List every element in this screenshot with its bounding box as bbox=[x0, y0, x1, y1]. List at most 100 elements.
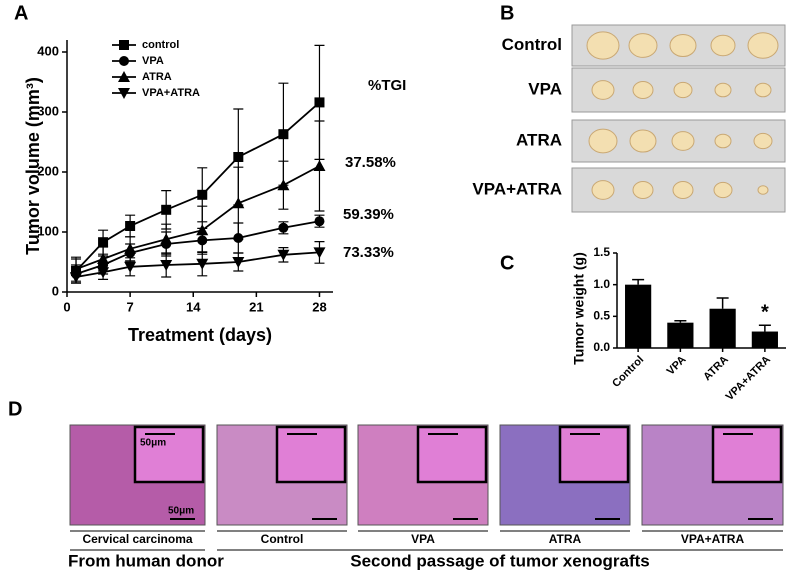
panel-label: A bbox=[14, 2, 28, 24]
y-tick-label: 0.5 bbox=[593, 309, 610, 323]
significance-mark: * bbox=[761, 301, 769, 323]
error-bar bbox=[716, 297, 729, 309]
x-tick-label: Control bbox=[610, 354, 646, 390]
marker bbox=[119, 56, 129, 66]
x-tick-label: 28 bbox=[312, 299, 326, 314]
marker bbox=[232, 197, 245, 209]
panel-caption: VPA bbox=[411, 532, 435, 546]
inset bbox=[275, 425, 347, 484]
row-label: Control bbox=[502, 35, 562, 54]
marker bbox=[233, 152, 244, 162]
y-tick-label: 400 bbox=[37, 43, 59, 58]
panel-caption: Control bbox=[261, 532, 304, 546]
bar bbox=[667, 322, 694, 348]
panel-caption: VPA+ATRA bbox=[681, 532, 745, 546]
tumor bbox=[586, 31, 620, 60]
x-tick-label: 0 bbox=[63, 299, 70, 314]
tumor bbox=[753, 132, 773, 150]
legend-label: VPA bbox=[142, 55, 164, 67]
marker bbox=[124, 242, 137, 254]
tumor bbox=[673, 81, 693, 99]
y-axis-label: Tumor weight (g) bbox=[571, 252, 587, 365]
row-label: VPA bbox=[528, 79, 562, 98]
tumor bbox=[672, 181, 694, 199]
annotation: %TGI bbox=[368, 77, 406, 94]
bar bbox=[751, 331, 778, 348]
marker bbox=[160, 260, 173, 271]
y-tick-label: 0 bbox=[52, 283, 59, 298]
bar bbox=[625, 284, 652, 348]
marker bbox=[197, 189, 208, 200]
tumor bbox=[591, 180, 615, 200]
x-tick-label: 21 bbox=[249, 299, 263, 314]
annotation: 73.33% bbox=[343, 244, 394, 261]
inset bbox=[558, 425, 630, 484]
marker bbox=[97, 253, 110, 264]
group-label: From human donor bbox=[68, 551, 224, 570]
y-tick-label: 1.0 bbox=[593, 277, 610, 291]
scale-label: 50μm bbox=[140, 438, 166, 449]
x-tick-label: VPA bbox=[665, 354, 689, 378]
marker bbox=[161, 204, 172, 215]
tumor bbox=[671, 131, 695, 151]
annotation: 59.39% bbox=[343, 206, 394, 223]
y-tick-label: 300 bbox=[37, 103, 59, 118]
tumor bbox=[628, 33, 658, 58]
tumor bbox=[710, 34, 736, 57]
y-tick-label: 200 bbox=[37, 163, 59, 178]
panel-caption: Cervical carcinoma bbox=[82, 532, 192, 546]
marker bbox=[277, 249, 290, 261]
tumor bbox=[714, 82, 732, 98]
marker bbox=[314, 97, 325, 108]
series-line bbox=[75, 251, 320, 278]
marker bbox=[118, 71, 130, 82]
tumor bbox=[754, 82, 772, 98]
marker bbox=[232, 257, 245, 268]
y-axis-label: Tumor volume (mm³) bbox=[23, 77, 43, 255]
marker bbox=[97, 267, 110, 279]
marker bbox=[196, 224, 209, 236]
y-tick-label: 1.5 bbox=[593, 245, 610, 259]
error-bar bbox=[758, 324, 771, 332]
marker bbox=[278, 222, 289, 233]
row-label: ATRA bbox=[516, 130, 562, 149]
annotation: 37.58% bbox=[345, 154, 396, 171]
y-tick-label: 0.0 bbox=[593, 340, 610, 354]
marker bbox=[314, 216, 325, 227]
tumor bbox=[747, 32, 779, 59]
legend-label: control bbox=[142, 39, 179, 51]
tumor bbox=[632, 181, 654, 199]
row-label: VPA+ATRA bbox=[472, 179, 562, 198]
panel-label: B bbox=[500, 2, 514, 24]
x-tick-label: 14 bbox=[186, 299, 201, 314]
tumor bbox=[757, 185, 769, 195]
panel-label: D bbox=[8, 398, 22, 420]
tumor bbox=[713, 181, 733, 199]
inset bbox=[133, 425, 205, 484]
marker bbox=[160, 233, 173, 245]
tumor bbox=[714, 133, 732, 149]
marker bbox=[313, 247, 326, 259]
panel-caption: ATRA bbox=[549, 532, 582, 546]
x-axis-label: Treatment (days) bbox=[128, 325, 272, 345]
marker bbox=[70, 272, 83, 283]
marker bbox=[124, 261, 137, 273]
marker bbox=[313, 160, 326, 171]
error-bar bbox=[632, 278, 645, 285]
x-tick-label: VPA+ATRA bbox=[724, 354, 774, 404]
marker bbox=[98, 237, 109, 248]
tumor bbox=[632, 81, 654, 99]
x-tick-label: ATRA bbox=[701, 354, 731, 384]
marker bbox=[278, 129, 289, 140]
tumor bbox=[629, 129, 657, 153]
scale-label: 50μm bbox=[168, 506, 194, 517]
inset bbox=[416, 425, 488, 484]
error-bar bbox=[674, 320, 687, 323]
marker bbox=[125, 221, 136, 231]
tumor bbox=[588, 128, 618, 154]
legend-label: ATRA bbox=[142, 71, 172, 83]
marker bbox=[119, 40, 129, 50]
marker bbox=[196, 258, 209, 270]
x-tick-label: 7 bbox=[127, 299, 134, 314]
